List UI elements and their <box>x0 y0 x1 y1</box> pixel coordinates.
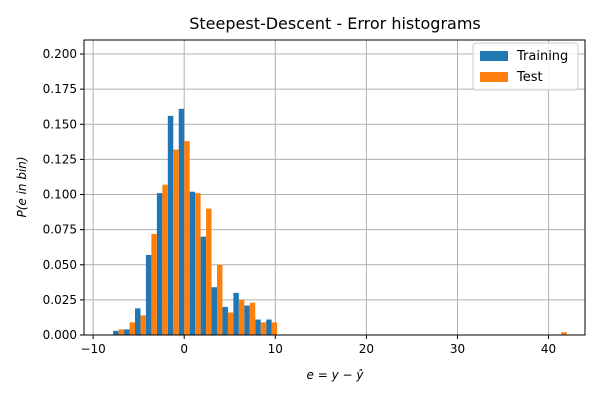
bar-test <box>195 193 201 335</box>
y-tick-label: 0.000 <box>43 328 77 342</box>
y-tick-label: 0.025 <box>43 293 77 307</box>
y-tick-label: 0.150 <box>43 117 77 131</box>
bar-training <box>189 191 196 335</box>
bar-training <box>233 292 239 335</box>
bar-training <box>222 306 228 335</box>
bar-test <box>129 322 136 335</box>
bar-test <box>561 332 567 335</box>
bar-test <box>162 184 168 335</box>
legend-label-test: Test <box>516 70 543 85</box>
y-tick-label: 0.175 <box>43 82 77 96</box>
bar-training <box>135 308 141 335</box>
y-tick-label: 0.100 <box>43 188 77 202</box>
bar-training <box>113 330 119 335</box>
bar-training <box>200 236 207 335</box>
bar-training <box>178 108 185 335</box>
bar-test <box>238 299 245 335</box>
x-tick-label: 10 <box>268 342 283 356</box>
bar-training <box>211 287 217 335</box>
bar-training <box>266 319 272 335</box>
bar-test <box>151 233 157 335</box>
legend: Training Test <box>472 42 579 91</box>
bar-test <box>249 302 256 335</box>
bar-test <box>227 312 234 335</box>
y-tick-label: 0.125 <box>43 152 77 166</box>
x-tick-label: −10 <box>80 342 105 356</box>
bar-test <box>271 322 278 335</box>
chart-title: Steepest-Descent - Error histograms <box>189 14 481 33</box>
legend-swatch-test <box>480 72 508 82</box>
bar-test <box>173 149 179 335</box>
x-tick-label: 40 <box>541 342 556 356</box>
bar-test <box>140 315 146 335</box>
axis-ticks: −10 0 10 20 30 40 0.000 0.025 0.050 0.075 0.100 0.1… <box>43 47 557 356</box>
bar-training <box>255 319 261 335</box>
bar-training <box>156 193 163 335</box>
x-axis-label: e = y − ŷ <box>307 368 365 382</box>
x-tick-label: 30 <box>450 342 465 356</box>
y-axis-label: P(e in bin) <box>15 156 29 217</box>
y-tick-label: 0.050 <box>43 258 77 272</box>
x-tick-label: 0 <box>180 342 188 356</box>
plot-frame <box>83 39 586 336</box>
bars <box>113 108 567 335</box>
bar-training <box>167 115 174 335</box>
bar-test <box>184 141 190 335</box>
legend-swatch-training <box>480 51 508 61</box>
bar-training <box>244 305 250 335</box>
y-tick-label: 0.200 <box>43 47 77 61</box>
x-tick-label: 20 <box>359 342 374 356</box>
bar-test <box>260 322 267 335</box>
bar-test <box>216 264 223 335</box>
legend-label-training: Training <box>516 49 568 64</box>
bar-training <box>145 254 152 335</box>
bar-training <box>124 329 130 335</box>
y-tick-label: 0.075 <box>43 223 77 237</box>
bar-test <box>118 329 125 335</box>
bar-test <box>206 208 212 335</box>
